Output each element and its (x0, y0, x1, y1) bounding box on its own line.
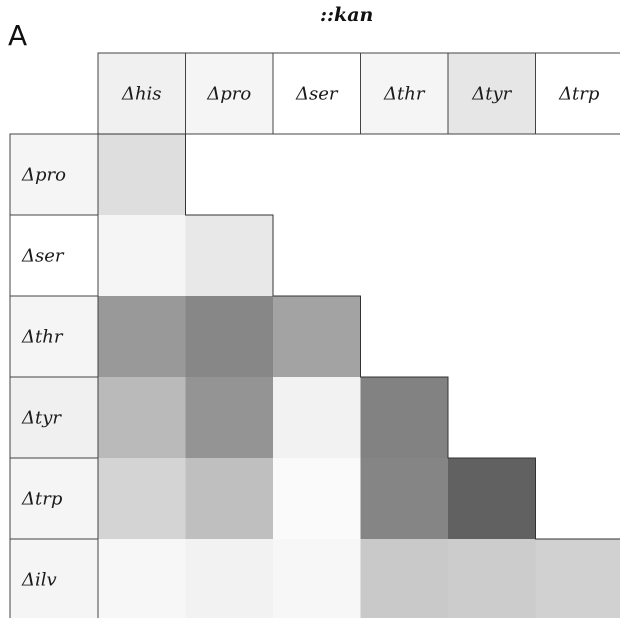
row-tick-label: Δtrp (21, 489, 63, 510)
row-header-cell (9, 133, 99, 216)
heatmap-cell (98, 458, 186, 539)
grid-border (97, 134, 99, 618)
heatmap-cell (273, 377, 361, 458)
row-tick-label: Δilv (21, 570, 57, 591)
column-tick-label: Δpro (206, 84, 251, 105)
heatmap-cell (448, 458, 536, 539)
heatmap-cell (185, 215, 273, 296)
column-header-cell (535, 52, 620, 135)
heatmap-cell (360, 539, 448, 618)
triangle-outline (98, 133, 620, 540)
heatmap-cell (98, 377, 186, 458)
row-header-cell (9, 376, 99, 459)
heatmap-cell (360, 458, 448, 539)
heatmap-cell (185, 296, 273, 377)
row-header-cell (9, 538, 99, 618)
heatmap-cell (98, 134, 186, 215)
row-tick-label: Δser (21, 246, 65, 267)
column-header-cell (97, 52, 186, 135)
heatmap-cell (448, 539, 536, 618)
column-header-cell (360, 52, 449, 135)
row-header-cell (9, 295, 99, 378)
heatmap-cell (273, 296, 361, 377)
column-tick-label: Δtyr (471, 84, 512, 105)
column-tick-label: Δtrp (558, 84, 600, 105)
chart-title: ::kan (320, 4, 374, 26)
heatmap-cell (185, 539, 273, 618)
column-tick-label: Δthr (383, 84, 426, 105)
heatmap-cell (535, 539, 620, 618)
heatmap-cell (360, 377, 448, 458)
heatmap-cell (98, 539, 186, 618)
column-tick-label: Δhis (121, 84, 162, 105)
heatmap-cell (98, 296, 186, 377)
column-headers: Δhis Δpro Δser Δthr Δtyr Δtrp (97, 52, 620, 135)
heatmap-cell (185, 458, 273, 539)
heatmap-cell (98, 215, 186, 296)
row-headers: Δpro Δser Δthr Δtyr Δtrp Δilv (9, 133, 99, 618)
heatmap-cell (273, 539, 361, 618)
heatmap-cell (273, 458, 361, 539)
row-tick-label: Δthr (21, 327, 64, 348)
heatmap-cell (185, 377, 273, 458)
row-tick-label: Δtyr (21, 408, 62, 429)
heatmap-cells (97, 133, 620, 618)
panel-label: A (8, 19, 28, 52)
row-header-cell (9, 214, 99, 297)
column-header-cell (272, 52, 361, 135)
row-tick-label: Δpro (21, 165, 66, 186)
column-tick-label: Δser (295, 84, 339, 105)
column-header-cell (447, 52, 536, 135)
